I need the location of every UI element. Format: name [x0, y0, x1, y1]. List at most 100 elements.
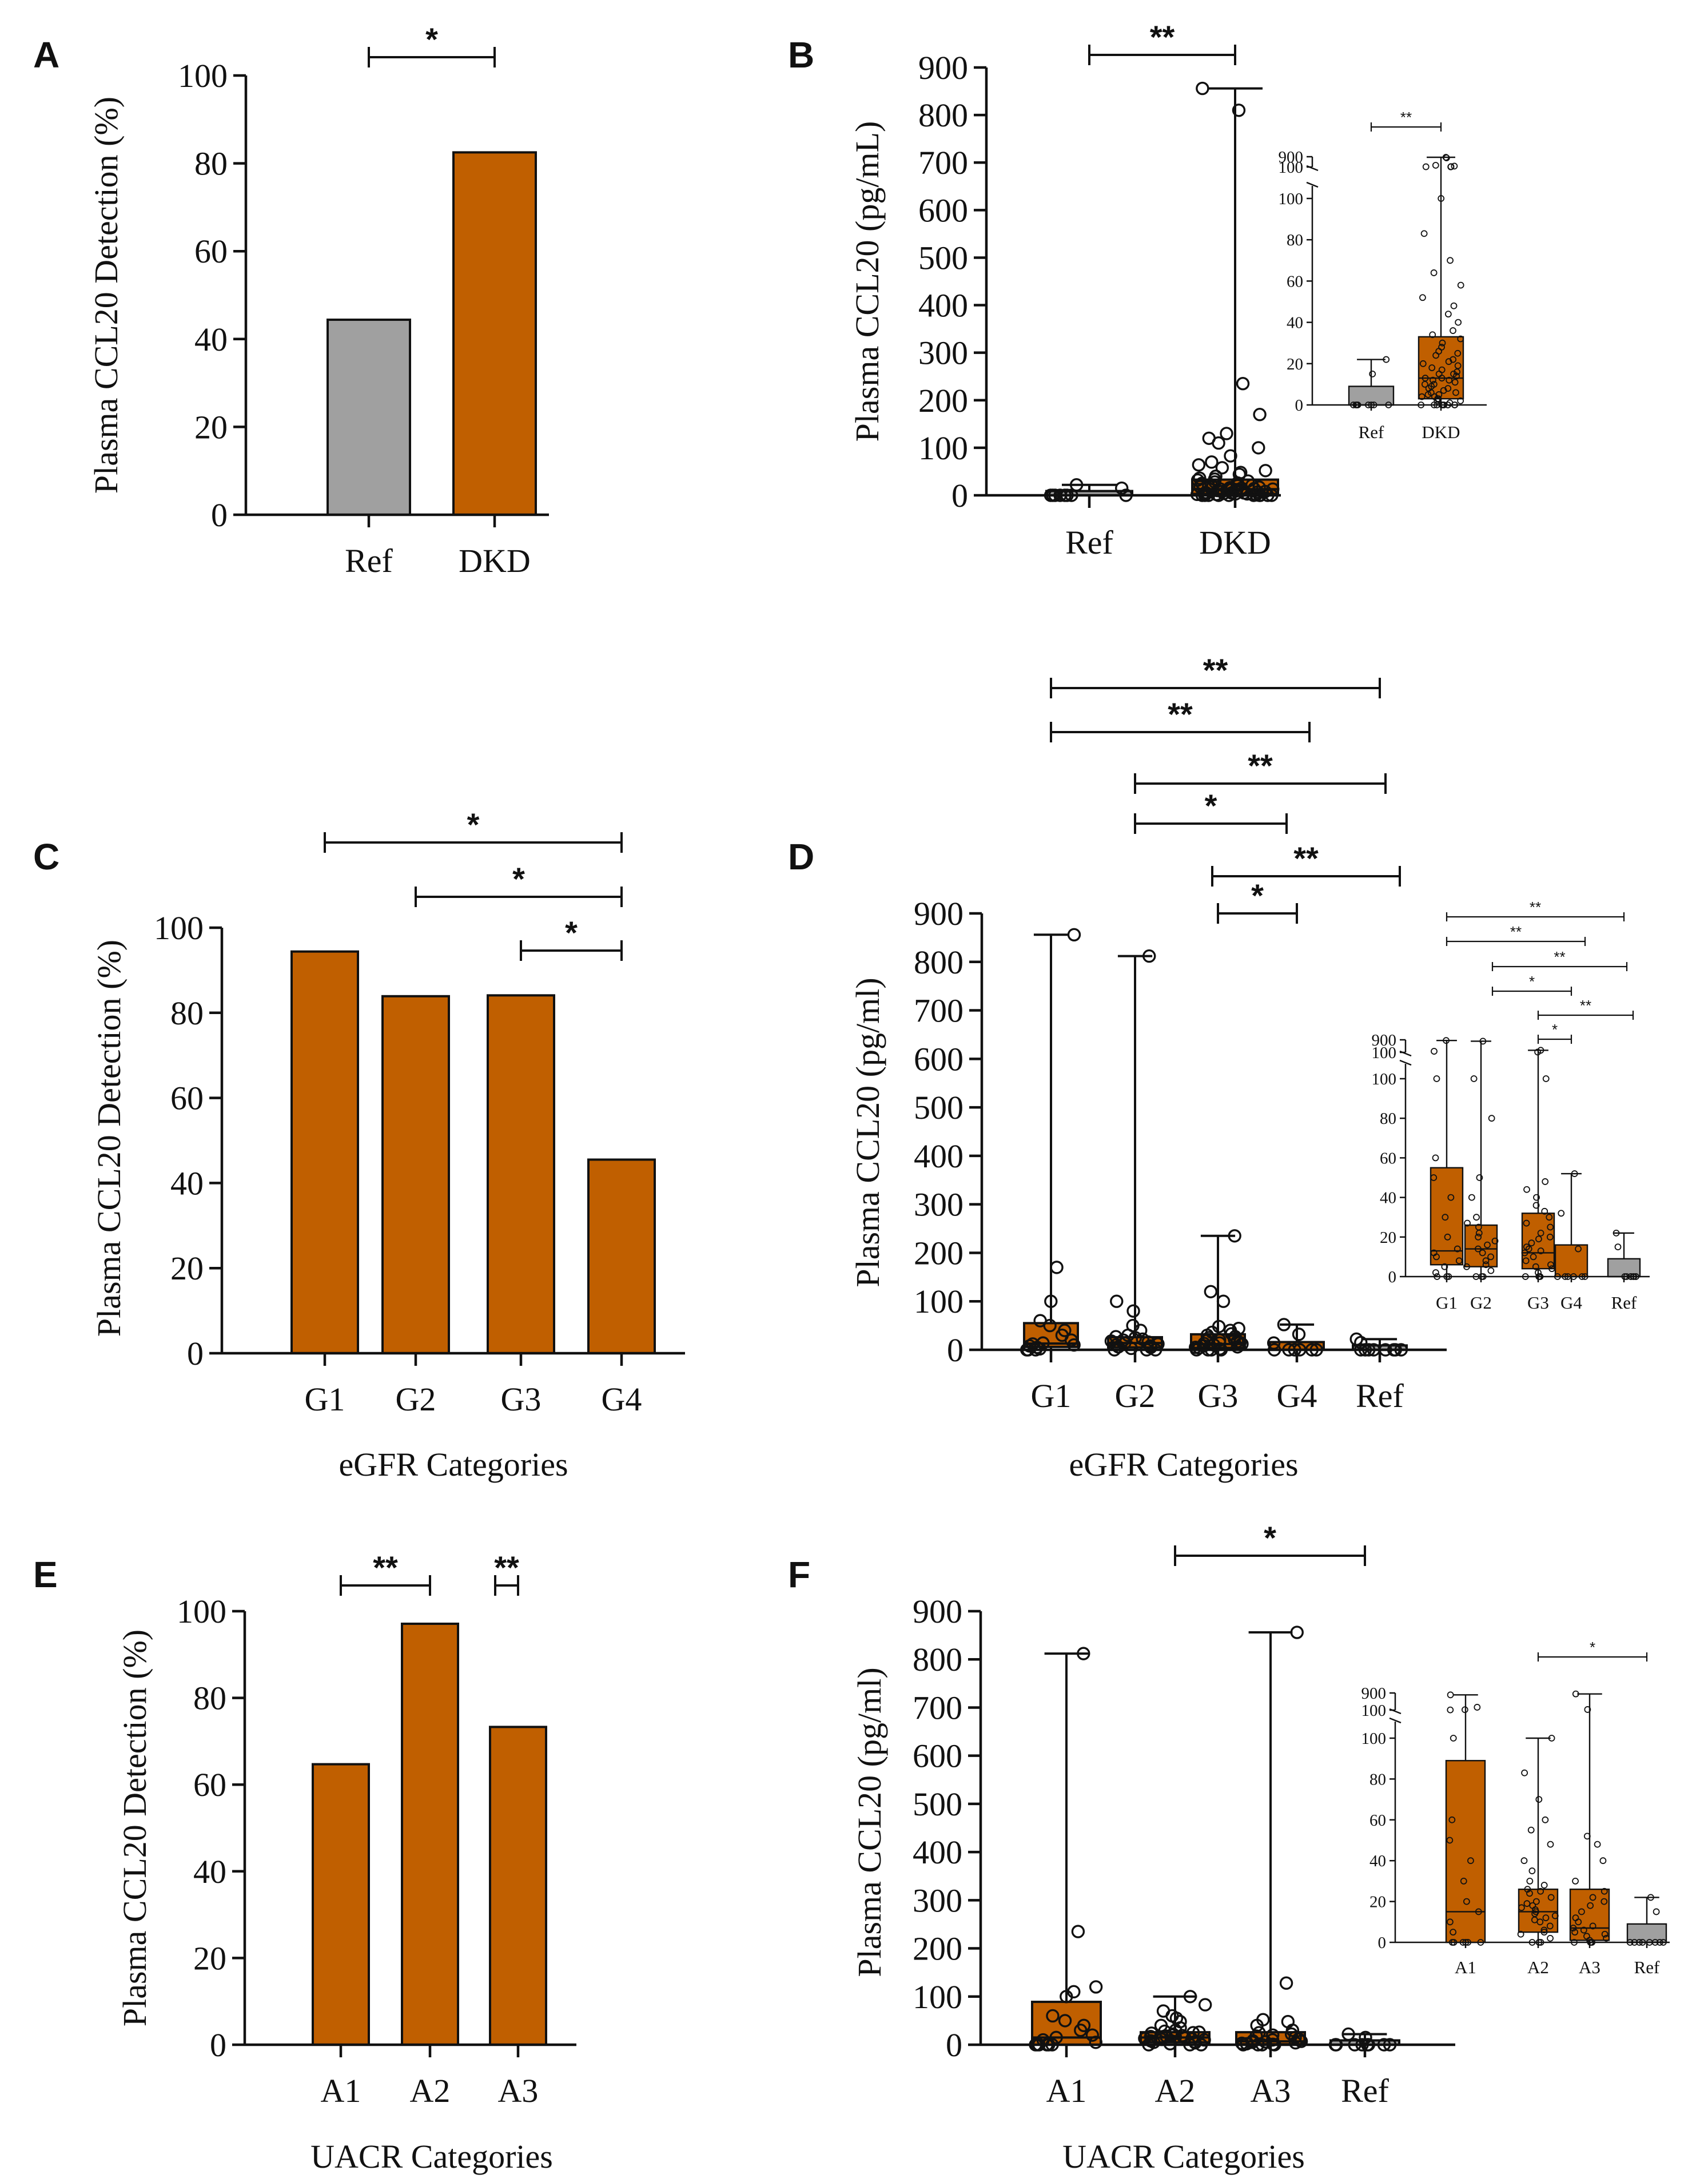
data-point: [1236, 376, 1250, 391]
data-point: [1444, 311, 1452, 318]
data-point: [1252, 480, 1266, 494]
data-point: [1447, 1706, 1454, 1714]
data-point: [1451, 162, 1458, 170]
significance-bracket-label: **: [494, 1549, 519, 1585]
data-point: [1142, 949, 1156, 963]
data-point: [1439, 339, 1446, 347]
panel-letter: D: [788, 836, 814, 877]
data-point: [1528, 1867, 1536, 1874]
y-tick-label: 100: [913, 1978, 962, 2016]
y-tick-label: 800: [918, 97, 968, 134]
data-point: [1523, 1219, 1530, 1227]
data-point: [1572, 1690, 1579, 1698]
data-point: [1245, 478, 1259, 492]
box-G4: [1554, 1244, 1588, 1278]
significance-bracket-label: *: [512, 861, 525, 897]
data-point: [1223, 1323, 1237, 1337]
significance-bracket-label: **: [1150, 19, 1175, 55]
inset-y-tick-label: 900: [1361, 1684, 1387, 1703]
data-point: [1464, 1219, 1471, 1227]
inset-y-tick-label: 100: [1361, 1730, 1387, 1748]
inset-y-tick-label: 100: [1361, 1702, 1387, 1720]
data-point: [1450, 1735, 1457, 1742]
significance-bracket-label: *: [1251, 877, 1264, 913]
significance-bracket-label: **: [373, 1549, 398, 1585]
data-point: [1067, 928, 1081, 942]
data-point: [1429, 376, 1436, 384]
data-point: [1587, 1902, 1594, 1909]
data-point: [1647, 1894, 1654, 1901]
y-tick-label: 20: [193, 1939, 226, 1977]
data-point: [1572, 1877, 1579, 1885]
inset-y-tick-label: 0: [1378, 1934, 1387, 1952]
data-point: [1438, 366, 1446, 373]
x-axis-title: UACR Categories: [1062, 2138, 1305, 2175]
data-point: [1089, 1980, 1103, 1994]
data-point: [1448, 1816, 1456, 1823]
data-point: [1523, 1243, 1530, 1251]
data-point: [1542, 1178, 1549, 1185]
data-point: [1192, 2025, 1206, 2039]
data-point: [1548, 1735, 1555, 1742]
x-tick-label: DKD: [1199, 524, 1271, 561]
data-point: [1452, 389, 1459, 396]
inset-x-tick-label: G4: [1560, 1293, 1582, 1313]
data-point: [1209, 470, 1223, 483]
panel-C: 0 20 40 60 80 100 G1 G2 G3 G4 Plasma CCL20 Detecti…: [33, 806, 685, 1483]
x-tick-label: A1: [321, 2072, 361, 2109]
data-point: [1518, 1904, 1525, 1911]
data-point: [1523, 1900, 1531, 1907]
data-point: [1044, 1294, 1058, 1308]
data-point: [1279, 1976, 1293, 1990]
data-point: [1621, 1273, 1629, 1280]
data-point: [1058, 1323, 1072, 1337]
data-point: [1463, 1898, 1470, 1905]
y-tick-label: 40: [170, 1164, 204, 1202]
data-point: [1626, 1939, 1634, 1946]
data-point: [1535, 1269, 1542, 1276]
data-point: [1228, 1229, 1241, 1243]
data-point: [1459, 1939, 1467, 1946]
data-point: [1479, 1038, 1487, 1045]
data-point: [1572, 1914, 1579, 1922]
data-point: [1578, 1273, 1586, 1280]
data-point: [1541, 1207, 1548, 1215]
data-point: [1477, 1939, 1484, 1946]
y-tick-label: 400: [918, 287, 968, 324]
x-tick-label: A3: [498, 2072, 539, 2109]
inset-y-tick-label: 20: [1369, 1893, 1386, 1911]
data-point: [1630, 1273, 1638, 1280]
data-point: [1114, 481, 1129, 495]
bar-A3: [489, 1726, 547, 2046]
x-tick-label: G4: [602, 1381, 642, 1418]
data-point: [1446, 1918, 1454, 1926]
data-point: [1542, 1816, 1549, 1823]
data-point: [1457, 281, 1464, 289]
y-tick-label: 100: [178, 57, 228, 94]
inset-y-tick-label: 20: [1380, 1229, 1396, 1247]
inset-significance-bracket-label: **: [1530, 899, 1541, 916]
data-point: [1517, 1930, 1524, 1938]
data-point: [1454, 362, 1462, 369]
inset-x-tick-label: A3: [1579, 1957, 1600, 1977]
inset-y-tick-label: 40: [1380, 1189, 1396, 1207]
bar-G1: [290, 950, 359, 1354]
data-point: [1446, 1837, 1454, 1844]
data-point: [1521, 1769, 1528, 1776]
x-tick-label: Ref: [1065, 524, 1113, 561]
significance-bracket-label: **: [1248, 748, 1273, 784]
data-point: [1241, 474, 1255, 488]
data-point: [1183, 1990, 1197, 2004]
data-point: [1193, 471, 1207, 485]
y-tick-label: 0: [946, 2026, 962, 2064]
data-point: [1350, 402, 1357, 408]
y-tick-label: 0: [947, 1332, 964, 1369]
data-point: [1533, 1194, 1540, 1201]
data-point: [1532, 1898, 1540, 1905]
y-tick-label: 60: [194, 233, 228, 270]
data-point: [1450, 327, 1456, 334]
data-point: [1656, 1939, 1663, 1946]
